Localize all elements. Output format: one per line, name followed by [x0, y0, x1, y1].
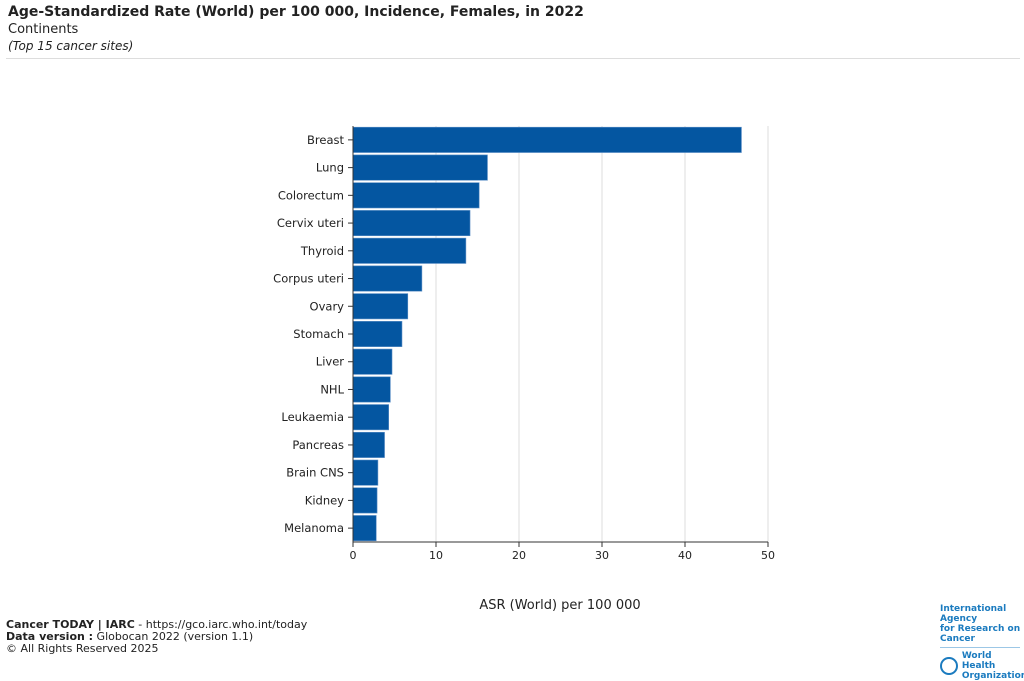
y-tick-label: Thyroid [300, 244, 344, 258]
bar-melanoma [352, 515, 377, 542]
chart-note: (Top 15 cancer sites) [8, 39, 134, 53]
bar-kidney [352, 487, 378, 514]
footer-copyright: © All Rights Reserved 2025 [6, 642, 159, 655]
who-logo-line1: World Health [961, 651, 996, 671]
footer-source-bold: Cancer TODAY | IARC [6, 618, 135, 631]
divider [6, 58, 1020, 59]
x-tick-label: 0 [350, 549, 357, 562]
iarc-who-logo: International Agency for Research on Can… [940, 604, 1024, 681]
bar-pancreas [352, 431, 385, 458]
y-tick-label: Cervix uteri [277, 216, 344, 230]
bar-corpus-uteri [352, 265, 423, 292]
bar-chart: ASR (World) per 100 000 0 10 20 30 40 50 Breas… [273, 126, 775, 613]
footer-version-label: Data version : [6, 630, 94, 643]
y-tick-label: Brain CNS [286, 466, 344, 480]
bar-leukaemia [352, 404, 389, 431]
bar-cervix-uteri [352, 210, 471, 237]
chart-subtitle: Continents [8, 22, 79, 37]
bar-breast [352, 126, 742, 153]
bar-colorectum [352, 182, 480, 209]
footer-version: Globocan 2022 (version 1.1) [93, 630, 254, 643]
y-tick-label: Ovary [310, 299, 345, 313]
y-tick-label: Melanoma [284, 521, 344, 535]
y-tick-label: Breast [307, 133, 344, 147]
x-tick-label: 30 [595, 549, 609, 562]
y-tick-label: Liver [316, 355, 344, 369]
bar-lung [352, 154, 488, 181]
y-tick-label: Colorectum [278, 188, 344, 202]
y-tick-label: Kidney [305, 493, 344, 507]
iarc-logo-line1: International Agency [940, 604, 1007, 624]
y-tick-label: Lung [316, 161, 344, 175]
bar-thyroid [352, 237, 467, 264]
iarc-logo-line2: for Research on Cancer [940, 624, 1021, 644]
y-tick-label: Corpus uteri [273, 272, 344, 286]
bar-liver [352, 348, 393, 375]
y-tick-label: Stomach [293, 327, 344, 341]
footer: Cancer TODAY | IARC - https://gco.iarc.w… [6, 619, 307, 655]
who-globe-icon [940, 657, 958, 675]
logo-divider [940, 647, 1020, 648]
y-tick-label: Pancreas [292, 438, 344, 452]
bar-stomach [352, 321, 403, 347]
bar-brain-cns [352, 459, 379, 486]
y-tick-label: Leukaemia [281, 410, 344, 424]
x-axis-label: ASR (World) per 100 000 [479, 598, 640, 613]
x-tick-label: 50 [761, 549, 775, 562]
footer-source-link[interactable]: - https://gco.iarc.who.int/today [134, 618, 308, 631]
chart-title: Age-Standardized Rate (World) per 100 00… [8, 4, 584, 20]
x-tick-label: 10 [429, 549, 443, 562]
y-tick-label: NHL [320, 382, 344, 396]
who-logo-line2: Organization [961, 671, 1024, 681]
x-tick-label: 20 [512, 549, 526, 562]
bar-nhl [352, 376, 391, 403]
bar-ovary [352, 293, 409, 320]
x-tick-label: 40 [678, 549, 692, 562]
